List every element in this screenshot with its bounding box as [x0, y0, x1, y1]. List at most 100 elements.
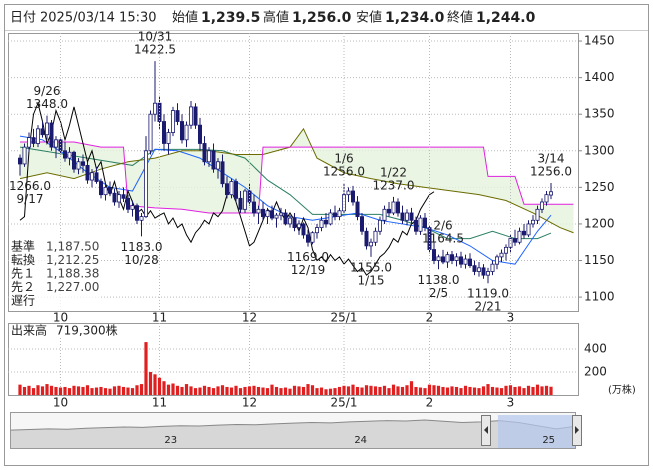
volume-bar	[333, 388, 337, 395]
candle-body	[45, 122, 50, 136]
annotation-value: 1155.0	[350, 260, 392, 274]
volume-bar	[189, 386, 193, 395]
volume-bar	[486, 384, 490, 395]
x-tick-label: 10	[53, 396, 68, 410]
candle-body	[265, 210, 270, 218]
volume-bar	[148, 371, 153, 395]
candle-body	[431, 249, 436, 261]
volume-bar	[81, 386, 85, 395]
volume-bar	[540, 386, 544, 395]
candle-body	[224, 183, 229, 196]
volume-bar	[360, 387, 364, 395]
candle-body	[54, 139, 59, 148]
volume-bar	[337, 386, 342, 395]
volume-bar	[234, 385, 238, 395]
candle-body	[184, 124, 189, 141]
volume-bar	[306, 384, 310, 395]
handle-arrow	[575, 426, 579, 434]
volume-bar	[315, 388, 319, 395]
candle-body	[418, 217, 423, 232]
volume-bar	[522, 388, 526, 395]
annotation-value: 1422.5	[134, 43, 176, 57]
legend-value: 1,188.38	[46, 267, 99, 281]
candle-body	[503, 246, 508, 254]
candle-body	[202, 143, 207, 163]
volume-bar	[346, 386, 351, 395]
legend-value: 1,212.25	[46, 253, 99, 267]
candle-body	[49, 122, 54, 148]
candle-body	[63, 150, 68, 159]
volume-bar	[85, 385, 90, 395]
x-tick-label: 3	[507, 396, 515, 410]
volume-bar	[225, 386, 229, 395]
volume-bar	[427, 384, 432, 395]
candle-body	[422, 217, 427, 229]
volume-bar	[297, 386, 301, 395]
volume-bar	[342, 385, 346, 395]
candle-body	[386, 208, 391, 214]
candle-body	[17, 157, 22, 165]
candle-body	[467, 258, 472, 267]
cloud	[20, 128, 574, 233]
y-tick-label: 1100	[584, 290, 615, 304]
candle-body	[301, 223, 306, 236]
date-label: 日付	[10, 11, 36, 26]
volume-bar	[468, 386, 472, 395]
volume-bar	[355, 386, 360, 395]
candle-body	[256, 208, 261, 214]
candle-body	[36, 128, 41, 144]
volume-bar	[94, 387, 99, 395]
candle-body	[458, 256, 463, 265]
candle-body	[188, 106, 193, 126]
volume-title-bg	[9, 324, 121, 337]
volume-bar	[72, 385, 76, 395]
volume-bar	[445, 387, 450, 395]
y-tick-label: 1150	[584, 253, 615, 267]
volume-bar	[441, 386, 445, 395]
candle-body	[157, 102, 162, 122]
legend-name: 遅行	[11, 294, 35, 308]
candle-body	[355, 201, 360, 218]
volume-bar	[481, 386, 486, 395]
annotation-date: 9/17	[17, 192, 44, 206]
indicator-line	[20, 141, 574, 214]
volume-bar	[396, 386, 400, 395]
volume-bar	[139, 384, 144, 395]
volume-bar	[202, 385, 207, 395]
candle-body	[508, 238, 513, 248]
candle-body	[346, 190, 351, 196]
legend-value: 1,187.50	[46, 240, 99, 254]
volume-bar	[180, 386, 184, 395]
legend-bg	[9, 240, 101, 310]
volume-bar	[171, 383, 175, 395]
volume-bar	[301, 386, 306, 395]
annotation-value: 1266.0	[9, 179, 51, 193]
plot: 1100 1150 1200 1250 1300 1350 1400 1450 10 11 12 25…	[8, 30, 636, 448]
indicator-line	[19, 146, 552, 240]
y-tick-label: 200	[584, 364, 607, 378]
x-tick-label: 11	[152, 396, 167, 410]
volume-bar	[369, 385, 373, 395]
candle-body	[31, 137, 36, 144]
volume-bar	[135, 385, 139, 395]
volume-bar	[247, 386, 252, 395]
annotation-value: 1119.0	[467, 287, 509, 301]
annotation-value: 1183.0	[121, 240, 163, 254]
candle-body	[126, 197, 131, 210]
candle-body	[526, 223, 531, 236]
volume-bar	[328, 388, 333, 395]
volume-bar	[463, 385, 468, 395]
candle-body	[517, 230, 522, 243]
header-value: 1,256.0	[292, 10, 352, 26]
candle-body	[328, 212, 333, 225]
candle-body	[108, 186, 113, 194]
annotation-date: 1/15	[358, 273, 385, 287]
candle-body	[549, 191, 554, 196]
x-tick-label: 11	[152, 311, 167, 325]
volume-bar	[112, 386, 117, 395]
volume-bar	[162, 381, 166, 395]
candle-body	[409, 212, 414, 221]
candle-body	[206, 150, 211, 163]
candle-body	[373, 230, 378, 243]
volume-bar	[378, 386, 382, 395]
